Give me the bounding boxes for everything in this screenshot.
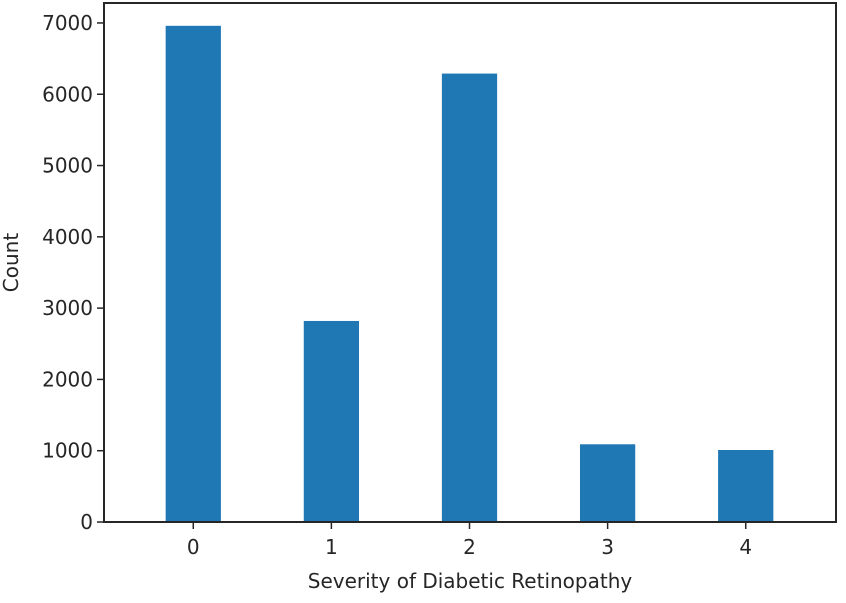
bar-3 <box>579 444 636 522</box>
bars <box>165 25 774 523</box>
y-tick-label: 0 <box>80 510 93 534</box>
y-tick-label: 5000 <box>42 154 93 178</box>
y-tick-label: 2000 <box>42 367 93 391</box>
y-tick-label: 1000 <box>42 439 93 463</box>
bar-4 <box>718 449 774 522</box>
y-axis-ticks: 0 1000 2000 3000 4000 5000 6000 7000 <box>42 11 104 534</box>
x-tick-label: 1 <box>325 535 338 559</box>
x-tick-label: 2 <box>463 535 476 559</box>
y-tick-label: 7000 <box>42 11 93 35</box>
y-tick-label: 6000 <box>42 82 93 106</box>
x-axis-label: Severity of Diabetic Retinopathy <box>308 569 633 593</box>
bar-2 <box>441 73 498 522</box>
x-axis-ticks: 0 1 2 3 4 <box>187 522 752 559</box>
bar-0 <box>165 25 221 523</box>
bar-1 <box>303 320 360 522</box>
x-tick-label: 4 <box>739 535 752 559</box>
x-tick-label: 0 <box>187 535 200 559</box>
y-tick-label: 4000 <box>42 225 93 249</box>
y-axis-label: Count <box>0 233 23 293</box>
x-tick-label: 3 <box>601 535 614 559</box>
y-tick-label: 3000 <box>42 296 93 320</box>
plot-frame <box>103 2 837 523</box>
